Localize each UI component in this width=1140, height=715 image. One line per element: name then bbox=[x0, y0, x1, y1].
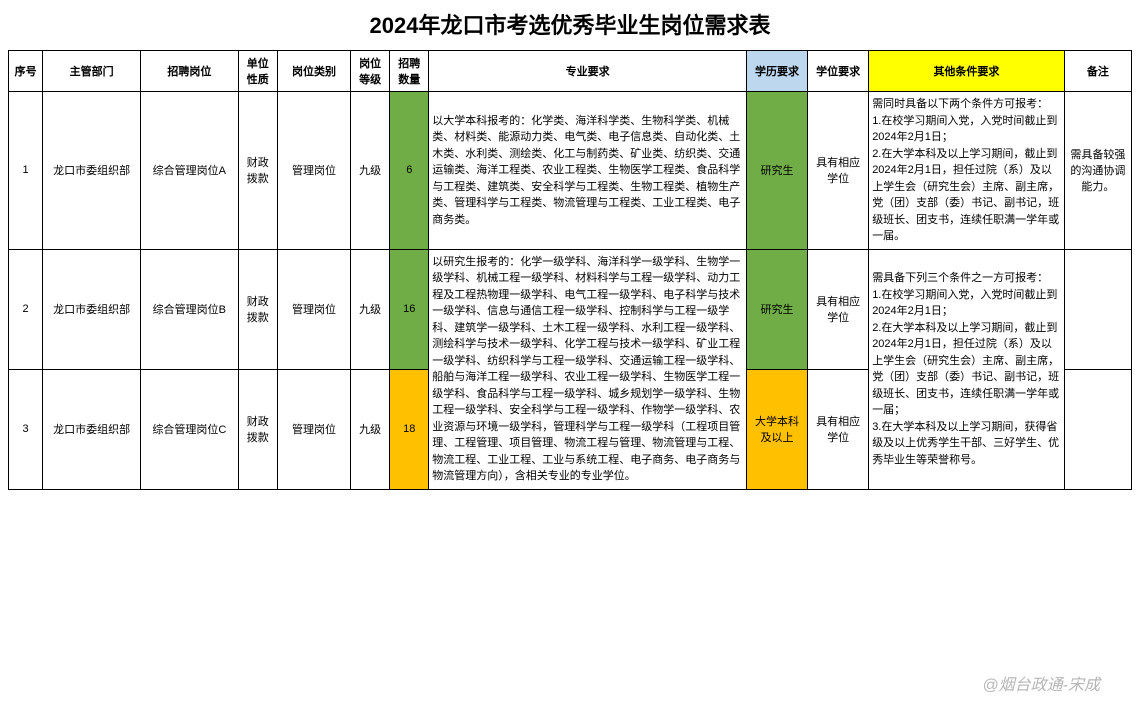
page-title: 2024年龙口市考选优秀毕业生岗位需求表 bbox=[8, 8, 1132, 40]
col-degree: 学位要求 bbox=[808, 51, 869, 92]
table-cell: 研究生 bbox=[747, 249, 808, 369]
job-requirements-table: 序号 主管部门 招聘岗位 单位性质 岗位类别 岗位等级 招聘数量 专业要求 学历… bbox=[8, 50, 1132, 490]
table-cell: 综合管理岗位A bbox=[140, 92, 238, 250]
col-nature: 单位性质 bbox=[238, 51, 277, 92]
table-cell: 九级 bbox=[351, 92, 390, 250]
table-cell: 管理岗位 bbox=[277, 249, 350, 369]
table-cell: 龙口市委组织部 bbox=[43, 249, 141, 369]
table-cell: 以研究生报考的：化学一级学科、海洋科学一级学科、生物学一级学科、机械工程一级学科… bbox=[429, 249, 747, 489]
table-cell: 3 bbox=[9, 369, 43, 489]
col-major: 专业要求 bbox=[429, 51, 747, 92]
table-cell: 需同时具备以下两个条件方可报考：1.在校学习期间入党，入党时间截止到2024年2… bbox=[869, 92, 1065, 250]
table-row: 1龙口市委组织部综合管理岗位A财政拨款管理岗位九级6以大学本科报考的：化学类、海… bbox=[9, 92, 1132, 250]
col-count: 招聘数量 bbox=[390, 51, 429, 92]
table-cell: 综合管理岗位B bbox=[140, 249, 238, 369]
table-row: 2龙口市委组织部综合管理岗位B财政拨款管理岗位九级16以研究生报考的：化学一级学… bbox=[9, 249, 1132, 369]
table-cell: 以大学本科报考的：化学类、海洋科学类、生物科学类、机械类、材料类、能源动力类、电… bbox=[429, 92, 747, 250]
table-cell: 九级 bbox=[351, 249, 390, 369]
table-cell: 1 bbox=[9, 92, 43, 250]
table-cell: 大学本科及以上 bbox=[747, 369, 808, 489]
table-cell: 18 bbox=[390, 369, 429, 489]
col-seq: 序号 bbox=[9, 51, 43, 92]
table-cell: 具有相应学位 bbox=[808, 92, 869, 250]
table-cell: 综合管理岗位C bbox=[140, 369, 238, 489]
table-cell: 财政拨款 bbox=[238, 369, 277, 489]
col-level: 岗位等级 bbox=[351, 51, 390, 92]
col-type: 岗位类别 bbox=[277, 51, 350, 92]
table-cell: 需具备较强的沟通协调能力。 bbox=[1064, 92, 1131, 250]
table-cell: 16 bbox=[390, 249, 429, 369]
col-post: 招聘岗位 bbox=[140, 51, 238, 92]
table-cell: 具有相应学位 bbox=[808, 369, 869, 489]
watermark: @烟台政通-宋成 bbox=[982, 671, 1100, 695]
table-cell: 财政拨款 bbox=[238, 249, 277, 369]
table-cell: 财政拨款 bbox=[238, 92, 277, 250]
col-dept: 主管部门 bbox=[43, 51, 141, 92]
table-cell: 需具备下列三个条件之一方可报考：1.在校学习期间入党，入党时间截止到2024年2… bbox=[869, 249, 1065, 489]
col-edu: 学历要求 bbox=[747, 51, 808, 92]
table-cell bbox=[1064, 369, 1131, 489]
table-cell: 管理岗位 bbox=[277, 369, 350, 489]
table-cell: 龙口市委组织部 bbox=[43, 92, 141, 250]
table-cell: 6 bbox=[390, 92, 429, 250]
table-cell: 2 bbox=[9, 249, 43, 369]
table-cell: 管理岗位 bbox=[277, 92, 350, 250]
table-cell bbox=[1064, 249, 1131, 369]
table-header-row: 序号 主管部门 招聘岗位 单位性质 岗位类别 岗位等级 招聘数量 专业要求 学历… bbox=[9, 51, 1132, 92]
table-cell: 九级 bbox=[351, 369, 390, 489]
table-cell: 具有相应学位 bbox=[808, 249, 869, 369]
col-other: 其他条件要求 bbox=[869, 51, 1065, 92]
col-remark: 备注 bbox=[1064, 51, 1131, 92]
table-cell: 龙口市委组织部 bbox=[43, 369, 141, 489]
table-cell: 研究生 bbox=[747, 92, 808, 250]
